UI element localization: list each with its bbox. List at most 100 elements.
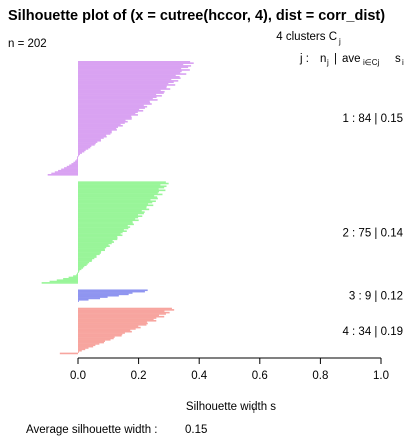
silhouette-bar: [78, 70, 182, 73]
chart-title: Silhouette plot of (x = cutree(hccor, 4)…: [8, 8, 385, 24]
silhouette-bar: [78, 96, 157, 99]
silhouette-bar: [78, 293, 129, 296]
average-silhouette-value: 0.15: [185, 424, 207, 436]
silhouette-bar: [78, 67, 182, 70]
silhouette-bar: [78, 337, 114, 340]
silhouette-bar: [59, 352, 78, 355]
silhouette-bar: [73, 161, 78, 164]
clusters-header-sub: j: [338, 37, 341, 46]
silhouette-bar: [78, 211, 145, 213]
x-tick-label: 0.0: [70, 370, 86, 382]
silhouette-bar: [78, 229, 124, 231]
legend-header-s-sub: i: [402, 58, 404, 67]
silhouette-bar: [78, 127, 117, 130]
silhouette-bar: [78, 123, 121, 126]
silhouette-bar: [78, 343, 100, 345]
silhouette-bar: [78, 297, 101, 300]
silhouette-bar: [78, 233, 121, 235]
silhouette-bar: [78, 241, 115, 243]
silhouette-bar: [78, 294, 119, 297]
silhouette-bar: [75, 160, 78, 162]
silhouette-bar: [78, 265, 85, 268]
silhouette-bar: [78, 256, 97, 258]
silhouette-bar: [78, 193, 163, 196]
silhouette-bar: [78, 330, 132, 333]
x-tick-label: 0.8: [312, 370, 328, 382]
silhouette-bar: [78, 208, 150, 211]
silhouette-bar: [78, 145, 92, 148]
silhouette-bar: [66, 165, 78, 168]
silhouette-bar: [78, 116, 132, 119]
silhouette-bar: [78, 253, 100, 256]
silhouette-bar: [63, 278, 78, 280]
silhouette-bar: [78, 214, 138, 216]
silhouette-bar: [78, 130, 112, 133]
silhouette-bar: [78, 349, 82, 352]
legend-header-n: n: [320, 53, 326, 65]
silhouette-bar: [78, 149, 86, 152]
silhouette-bar: [78, 120, 128, 123]
cluster-label: 1 : 84 | 0.15: [342, 113, 403, 125]
silhouette-bar: [78, 314, 159, 317]
clusters-header: 4 clusters C: [276, 31, 337, 43]
cluster-label: 4 : 34 | 0.19: [342, 326, 403, 338]
silhouette-bar: [78, 62, 194, 64]
silhouette-bar: [78, 321, 147, 323]
silhouette-bar: [78, 146, 91, 149]
silhouette-bar: [78, 344, 96, 347]
silhouette-bar: [78, 238, 118, 241]
silhouette-bar: [78, 114, 138, 116]
silhouette-bar: [78, 258, 93, 261]
x-tick-label: 0.2: [131, 370, 147, 382]
silhouette-bar: [78, 85, 167, 88]
x-tick-label: 1.0: [373, 370, 389, 382]
silhouette-bar: [78, 263, 88, 265]
silhouette-bar: [78, 101, 151, 104]
silhouette-bar: [73, 275, 78, 277]
silhouette-bar: [78, 186, 165, 189]
average-silhouette-label: Average silhouette width :: [26, 424, 157, 436]
silhouette-bar: [78, 135, 107, 138]
silhouette-bar: [78, 227, 129, 230]
silhouette-bar: [78, 235, 118, 238]
silhouette-bar: [78, 319, 157, 322]
silhouette-bar: [78, 122, 125, 124]
silhouette-bar: [78, 201, 153, 204]
silhouette-bar: [78, 326, 141, 329]
silhouette-bar: [78, 103, 152, 105]
silhouette-bar: [78, 245, 110, 247]
silhouette-bar: [77, 157, 78, 160]
silhouette-bar: [77, 272, 78, 275]
silhouette-bar: [78, 104, 144, 107]
silhouette-bar: [78, 260, 92, 262]
silhouette-bar: [78, 118, 132, 120]
silhouette-bar: [78, 325, 139, 328]
silhouette-bar: [78, 153, 80, 156]
silhouette-bar: [78, 333, 123, 336]
silhouette-bar: [78, 92, 164, 94]
silhouette-bar: [78, 289, 148, 292]
silhouette-bar: [78, 182, 169, 185]
silhouette-bar: [78, 234, 123, 237]
cluster-labels: 1 : 84 | 0.15 2 : 75 | 0.14 3 : 9 | 0.12 4 …: [342, 113, 403, 338]
silhouette-bar: [78, 133, 111, 135]
x-axis-label: Silhouette width s: [186, 401, 276, 413]
silhouette-bar: [76, 159, 78, 161]
silhouette-bar: [78, 200, 156, 203]
silhouette-bar: [78, 93, 157, 96]
silhouette-bar: [78, 152, 83, 154]
silhouette-bar: [78, 339, 111, 341]
silhouette-bar: [78, 81, 174, 84]
silhouette-bar: [78, 134, 107, 137]
n-label: n = 202: [8, 38, 47, 50]
silhouette-bar: [78, 78, 172, 81]
silhouette-bar: [78, 194, 155, 197]
silhouette-bar: [78, 137, 104, 139]
silhouette-bar: [78, 105, 148, 108]
silhouette-bar: [78, 138, 101, 141]
silhouette-bar: [78, 239, 113, 242]
silhouette-bar: [78, 110, 144, 112]
silhouette-bar: [78, 341, 104, 344]
silhouette-bar: [78, 82, 169, 85]
silhouette-bar: [78, 196, 158, 198]
